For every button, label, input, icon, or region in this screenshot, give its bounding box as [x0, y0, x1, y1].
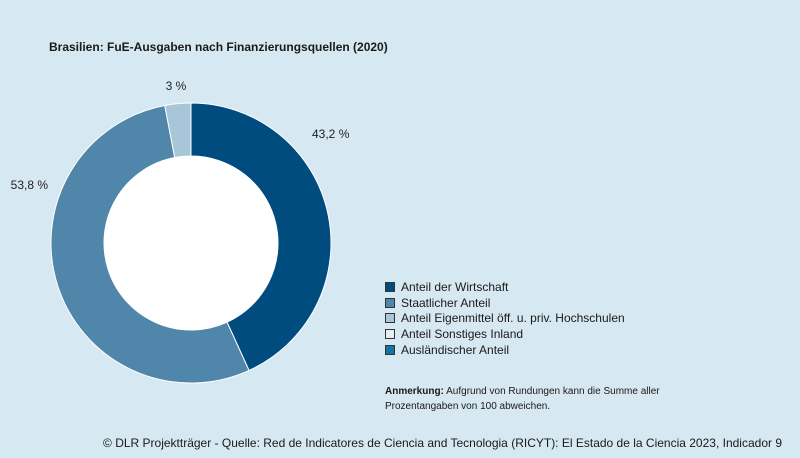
slice-label-1: 43,2 % [312, 127, 350, 141]
legend-item: Anteil der Wirtschaft [385, 279, 625, 295]
chart-title: Brasilien: FuE-Ausgaben nach Finanzierun… [49, 40, 388, 54]
legend-label: Ausländischer Anteil [401, 343, 510, 358]
slice-label-3: 3 % [166, 79, 187, 93]
legend-item: Ausländischer Anteil [385, 342, 625, 358]
note-label: Anmerkung: [385, 386, 444, 397]
slice-label-2: 53,8 % [11, 178, 49, 192]
legend-label: Staatlicher Anteil [401, 295, 491, 310]
legend-item: Anteil Sonstiges Inland [385, 326, 625, 342]
chart-note: Anmerkung: Aufgrund von Rundungen kann d… [385, 384, 685, 414]
legend-label: Anteil Eigenmittel öff. u. priv. Hochsch… [401, 311, 625, 326]
legend-swatch [385, 281, 395, 292]
legend-swatch [385, 313, 395, 324]
chart-legend: Anteil der Wirtschaft Staatlicher Anteil A… [385, 279, 625, 358]
legend-label: Anteil Sonstiges Inland [401, 327, 524, 342]
legend-item: Staatlicher Anteil [385, 295, 625, 311]
legend-label: Anteil der Wirtschaft [401, 279, 509, 294]
legend-swatch [385, 329, 395, 340]
legend-item: Anteil Eigenmittel öff. u. priv. Hochsch… [385, 311, 625, 327]
source-credit: © DLR Projektträger - Quelle: Red de Ind… [103, 436, 782, 450]
note-text: Aufgrund von Rundungen kann die Summe al… [385, 386, 660, 412]
legend-swatch [385, 345, 395, 356]
legend-swatch [385, 297, 395, 308]
donut-hole [104, 156, 278, 330]
